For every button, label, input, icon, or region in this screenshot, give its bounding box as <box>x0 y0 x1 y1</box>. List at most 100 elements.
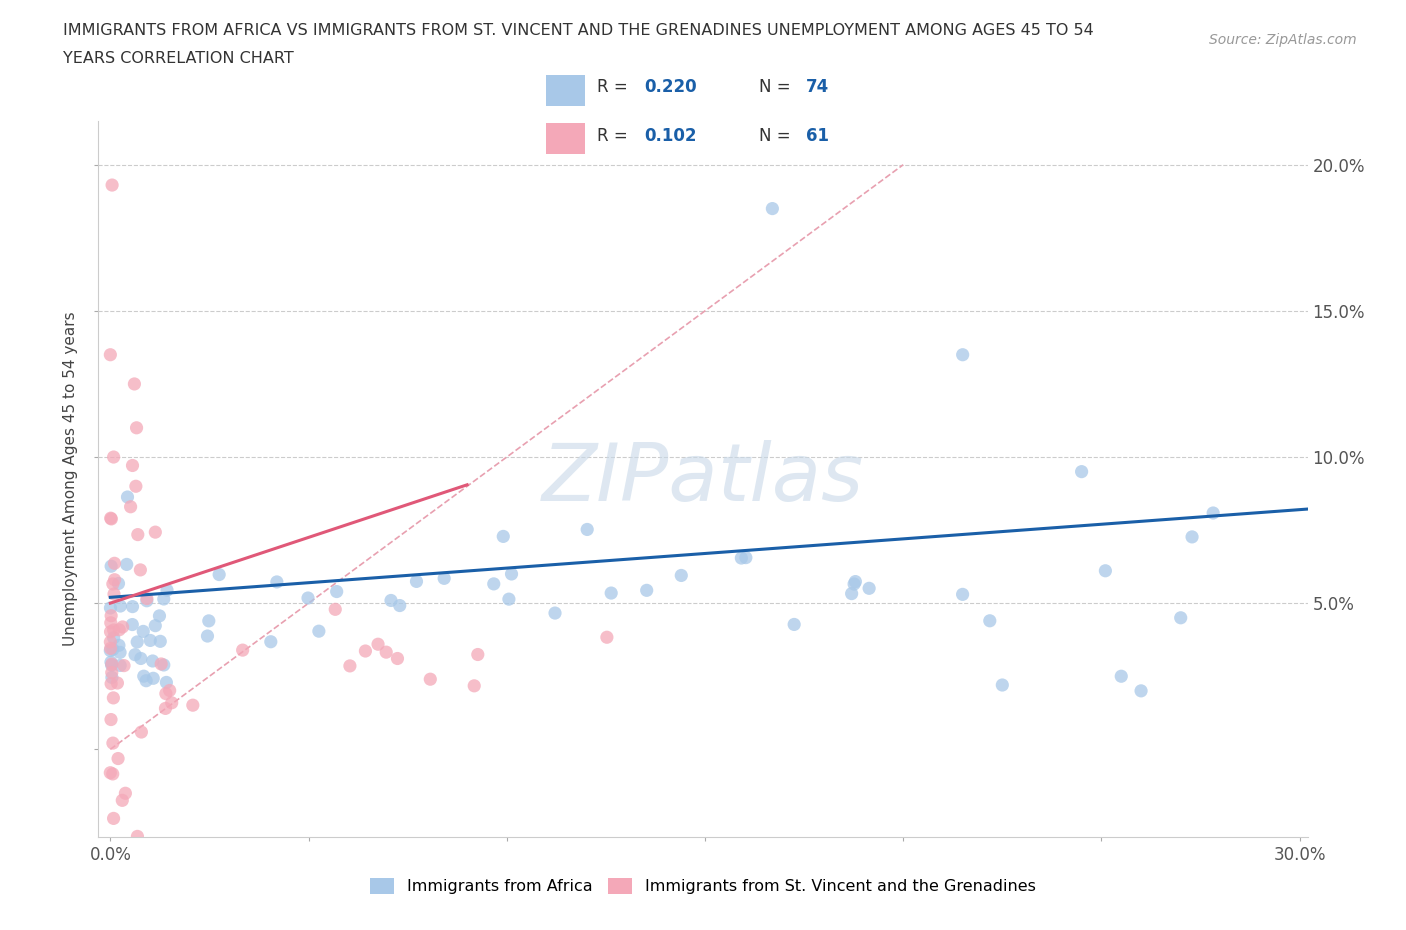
Immigrants from Africa <box>844 574 866 589</box>
Immigrants from St. Vincent and the Grenadines <box>121 458 143 473</box>
Immigrants from Africa <box>129 651 152 666</box>
Immigrants from St. Vincent and the Grenadines <box>160 696 183 711</box>
Immigrants from St. Vincent and the Grenadines <box>104 572 127 587</box>
Immigrants from Africa <box>498 591 520 606</box>
Immigrants from Africa <box>325 584 347 599</box>
Immigrants from Africa <box>135 673 157 688</box>
Immigrants from St. Vincent and the Grenadines <box>375 644 398 659</box>
Immigrants from Africa <box>101 670 124 684</box>
Immigrants from St. Vincent and the Grenadines <box>112 658 135 673</box>
Immigrants from St. Vincent and the Grenadines <box>596 630 619 644</box>
Immigrants from Africa <box>142 654 165 669</box>
Immigrants from Africa <box>671 568 693 583</box>
Text: R =: R = <box>598 127 633 145</box>
Immigrants from St. Vincent and the Grenadines <box>103 587 125 602</box>
Immigrants from Africa <box>761 201 783 216</box>
Immigrants from St. Vincent and the Grenadines <box>103 556 125 571</box>
Immigrants from Africa <box>152 658 174 672</box>
Immigrants from St. Vincent and the Grenadines <box>100 712 122 727</box>
Immigrants from Africa <box>380 593 402 608</box>
Immigrants from Africa <box>952 347 974 362</box>
Immigrants from Africa <box>979 614 1001 629</box>
Immigrants from Africa <box>108 638 131 653</box>
Immigrants from Africa <box>143 618 166 633</box>
Immigrants from St. Vincent and the Grenadines <box>100 624 122 639</box>
Immigrants from Africa <box>100 559 122 574</box>
Immigrants from Africa <box>433 571 456 586</box>
Text: ZIPatlas: ZIPatlas <box>541 440 865 518</box>
Immigrants from Africa <box>110 599 132 614</box>
Immigrants from Africa <box>139 633 162 648</box>
Immigrants from St. Vincent and the Grenadines <box>129 563 152 578</box>
FancyBboxPatch shape <box>546 74 585 106</box>
FancyBboxPatch shape <box>546 123 585 154</box>
Immigrants from St. Vincent and the Grenadines <box>101 178 124 193</box>
Immigrants from Africa <box>1070 464 1092 479</box>
Immigrants from Africa <box>108 644 131 659</box>
Immigrants from St. Vincent and the Grenadines <box>159 683 181 698</box>
Text: IMMIGRANTS FROM AFRICA VS IMMIGRANTS FROM ST. VINCENT AND THE GRENADINES UNEMPLO: IMMIGRANTS FROM AFRICA VS IMMIGRANTS FRO… <box>63 23 1094 38</box>
Immigrants from Africa <box>1170 610 1192 625</box>
Immigrants from St. Vincent and the Grenadines <box>143 525 166 539</box>
Immigrants from Africa <box>858 581 880 596</box>
Immigrants from Africa <box>1094 564 1116 578</box>
Immigrants from Africa <box>107 576 129 591</box>
Immigrants from Africa <box>1181 529 1204 544</box>
Immigrants from St. Vincent and the Grenadines <box>467 647 489 662</box>
Immigrants from Africa <box>405 574 427 589</box>
Immigrants from St. Vincent and the Grenadines <box>114 786 136 801</box>
Legend: Immigrants from Africa, Immigrants from St. Vincent and the Grenadines: Immigrants from Africa, Immigrants from … <box>364 871 1042 900</box>
Immigrants from Africa <box>148 608 170 623</box>
Immigrants from Africa <box>600 586 623 601</box>
Immigrants from Africa <box>198 614 221 629</box>
Immigrants from St. Vincent and the Grenadines <box>131 724 153 739</box>
Immigrants from Africa <box>132 669 155 684</box>
Immigrants from Africa <box>121 618 143 632</box>
Immigrants from St. Vincent and the Grenadines <box>150 657 173 671</box>
Immigrants from Africa <box>842 577 865 591</box>
Immigrants from Africa <box>636 583 658 598</box>
Immigrants from St. Vincent and the Grenadines <box>232 643 254 658</box>
Immigrants from Africa <box>132 624 155 639</box>
Immigrants from Africa <box>991 678 1014 693</box>
Immigrants from Africa <box>117 489 139 504</box>
Immigrants from St. Vincent and the Grenadines <box>108 622 131 637</box>
Immigrants from Africa <box>841 586 863 601</box>
Text: 74: 74 <box>806 78 830 96</box>
Immigrants from St. Vincent and the Grenadines <box>463 678 485 693</box>
Text: 0.220: 0.220 <box>644 78 697 96</box>
Immigrants from Africa <box>100 658 122 672</box>
Immigrants from Africa <box>208 567 231 582</box>
Immigrants from St. Vincent and the Grenadines <box>101 766 124 781</box>
Immigrants from Africa <box>297 591 319 605</box>
Immigrants from St. Vincent and the Grenadines <box>127 829 149 844</box>
Immigrants from St. Vincent and the Grenadines <box>124 377 146 392</box>
Immigrants from Africa <box>156 583 179 598</box>
Immigrants from Africa <box>135 593 157 608</box>
Immigrants from St. Vincent and the Grenadines <box>101 657 124 671</box>
Text: 0.102: 0.102 <box>644 127 697 145</box>
Immigrants from St. Vincent and the Grenadines <box>98 347 121 362</box>
Immigrants from St. Vincent and the Grenadines <box>339 658 361 673</box>
Immigrants from St. Vincent and the Grenadines <box>100 608 122 623</box>
Text: R =: R = <box>598 78 633 96</box>
Immigrants from St. Vincent and the Grenadines <box>101 851 124 866</box>
Immigrants from St. Vincent and the Grenadines <box>387 651 409 666</box>
Immigrants from St. Vincent and the Grenadines <box>107 751 129 766</box>
Immigrants from St. Vincent and the Grenadines <box>100 665 122 680</box>
Immigrants from St. Vincent and the Grenadines <box>103 690 125 705</box>
Immigrants from Africa <box>149 634 172 649</box>
Immigrants from St. Vincent and the Grenadines <box>100 616 122 631</box>
Immigrants from Africa <box>783 617 806 631</box>
Immigrants from Africa <box>388 598 411 613</box>
Immigrants from Africa <box>100 601 122 616</box>
Immigrants from St. Vincent and the Grenadines <box>107 675 129 690</box>
Immigrants from St. Vincent and the Grenadines <box>111 793 134 808</box>
Immigrants from Africa <box>576 522 599 537</box>
Immigrants from Africa <box>1130 684 1153 698</box>
Immigrants from St. Vincent and the Grenadines <box>101 736 124 751</box>
Immigrants from St. Vincent and the Grenadines <box>354 644 377 658</box>
Immigrants from Africa <box>197 629 219 644</box>
Immigrants from St. Vincent and the Grenadines <box>101 577 124 591</box>
Immigrants from St. Vincent and the Grenadines <box>127 527 149 542</box>
